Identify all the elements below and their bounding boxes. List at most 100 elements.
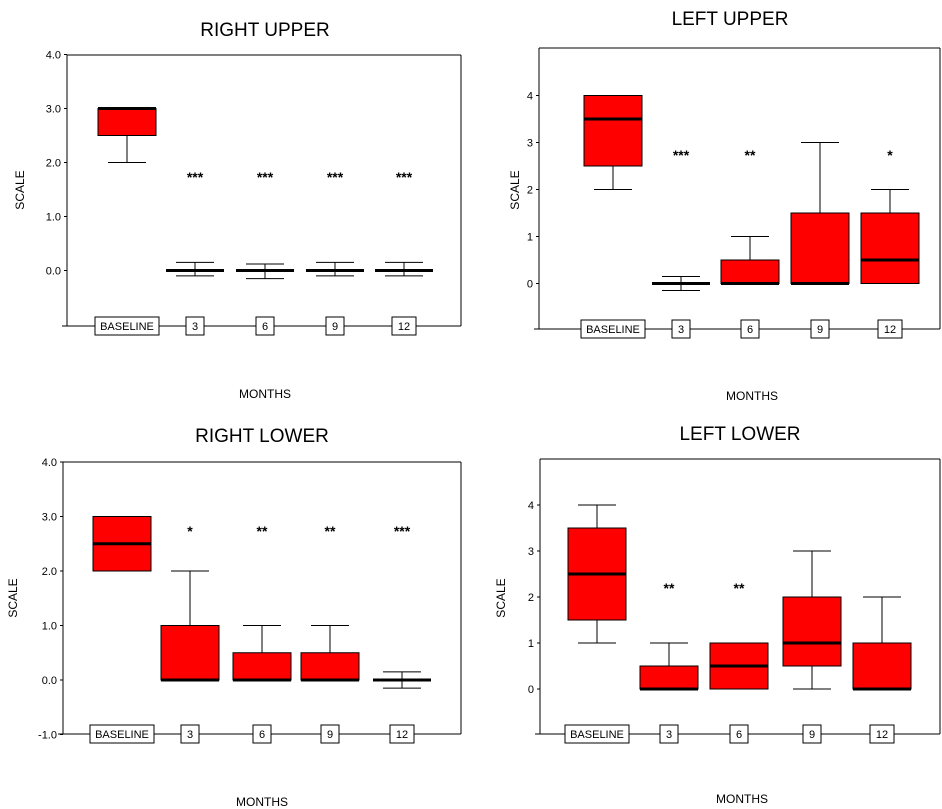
- significance-mark: *: [887, 147, 893, 163]
- category-label-box: [729, 724, 749, 744]
- box-iqr: [790, 212, 850, 284]
- category-label: 3: [187, 729, 193, 741]
- significance-mark: ***: [187, 169, 204, 185]
- category-label: 3: [192, 321, 198, 333]
- category-label: 6: [747, 324, 753, 336]
- category-label-box: [185, 316, 205, 336]
- significance-mark: **: [664, 580, 675, 596]
- category-label: BASELINE: [570, 729, 624, 741]
- y-tick-label: 4.0: [46, 50, 61, 62]
- category-label-box: [94, 316, 160, 336]
- y-axis-label: SCALE: [13, 170, 27, 209]
- y-axis-label: SCALE: [508, 170, 522, 209]
- box-iqr: [232, 652, 292, 681]
- significance-mark: **: [734, 580, 745, 596]
- significance-mark: ***: [394, 523, 411, 539]
- box-iqr: [160, 625, 220, 681]
- category-label: BASELINE: [586, 324, 640, 336]
- category-label: 3: [678, 324, 684, 336]
- category-label-box: [391, 316, 417, 336]
- category-label: 9: [332, 321, 338, 333]
- category-label: BASELINE: [95, 729, 149, 741]
- box-iqr: [852, 642, 912, 690]
- y-tick-label: 4.0: [42, 457, 57, 469]
- y-tick-label: 3: [528, 546, 534, 558]
- category-label-box: [659, 724, 679, 744]
- y-tick-label: 3.0: [46, 104, 61, 116]
- y-tick-label: 0.0: [46, 266, 61, 278]
- chart-panel-3: LEFT LOWER SCALE MONTHS 0 12 3 4 BASELINE ** 3 ** 6…: [494, 424, 941, 806]
- box-iqr: [300, 652, 360, 681]
- y-tick-label: 3.0: [42, 512, 57, 524]
- y-tick-label: 1.0: [46, 212, 61, 224]
- category-label-box: [671, 319, 691, 339]
- category-label: 9: [817, 324, 823, 336]
- significance-mark: ***: [257, 169, 274, 185]
- category-label: 9: [327, 729, 333, 741]
- y-tick-label: 1.0: [42, 621, 57, 633]
- y-tick-label: 4: [527, 91, 533, 103]
- significance-mark: *: [187, 523, 193, 539]
- y-tick-label: 2.0: [42, 566, 57, 578]
- category-label-box: [180, 724, 200, 744]
- y-tick-label: -1.0: [38, 730, 57, 742]
- category-label-box: [252, 724, 272, 744]
- category-label-box: [810, 319, 830, 339]
- category-label-box: [325, 316, 345, 336]
- box-iqr: [720, 259, 780, 284]
- category-label: 6: [259, 729, 265, 741]
- chart-title: RIGHT UPPER: [200, 20, 330, 41]
- category-label: 12: [876, 729, 888, 741]
- box-iqr: [583, 95, 643, 167]
- category-label-box: [869, 724, 895, 744]
- category-label-box: [255, 316, 275, 336]
- category-label-box: [320, 724, 340, 744]
- x-axis-label: MONTHS: [239, 387, 291, 401]
- significance-mark: **: [325, 523, 336, 539]
- box-iqr: [782, 596, 842, 667]
- category-label-box: [740, 319, 760, 339]
- chart-panel-2: RIGHT LOWER SCALE MONTHS -1.0 0.0 1.0 2.0 3.0 4.…: [6, 426, 462, 809]
- box-iqr: [97, 108, 157, 136]
- y-tick-label: 0: [527, 279, 533, 291]
- y-axis-label: SCALE: [6, 578, 20, 617]
- category-label: BASELINE: [100, 321, 154, 333]
- y-tick-label: 0.0: [42, 675, 57, 687]
- category-label: 12: [884, 324, 896, 336]
- significance-mark: **: [257, 523, 268, 539]
- y-tick-label: 3: [527, 138, 533, 150]
- y-tick-label: 0: [528, 684, 534, 696]
- chart-title: LEFT UPPER: [672, 9, 789, 30]
- significance-mark: **: [745, 147, 756, 163]
- x-axis-label: MONTHS: [716, 792, 768, 806]
- x-axis-label: MONTHS: [726, 389, 778, 403]
- category-label: 6: [262, 321, 268, 333]
- chart-title: RIGHT LOWER: [195, 426, 329, 447]
- category-label-box: [877, 319, 903, 339]
- category-label: 9: [809, 729, 815, 741]
- y-axis-label: SCALE: [494, 578, 508, 617]
- category-label: 12: [398, 321, 410, 333]
- chart-panel-1: LEFT UPPERSCALEMONTHS01234BASELINE***3**…: [508, 9, 941, 403]
- category-label: 3: [666, 729, 672, 741]
- category-label: 12: [396, 729, 408, 741]
- category-label-box: [389, 724, 415, 744]
- y-tick-label: 4: [528, 500, 534, 512]
- y-tick-label: 2.0: [46, 158, 61, 170]
- significance-mark: ***: [673, 147, 690, 163]
- category-label-box: [802, 724, 822, 744]
- x-axis-label: MONTHS: [236, 795, 288, 809]
- y-tick-label: 2: [528, 592, 534, 604]
- category-label-box: [564, 724, 630, 744]
- y-tick-label: 1: [527, 232, 533, 244]
- y-tick-label: 2: [527, 185, 533, 197]
- box-iqr: [639, 665, 699, 690]
- category-label-box: [89, 724, 155, 744]
- category-label: 6: [736, 729, 742, 741]
- significance-mark: ***: [327, 169, 344, 185]
- chart-title: LEFT LOWER: [679, 424, 800, 445]
- category-label-box: [580, 319, 646, 339]
- box-iqr: [860, 212, 920, 284]
- chart-panel-0: RIGHT UPPER SCALE MONTHS 0.0 1.0 2.0 3.0 4.0 BAS…: [13, 20, 462, 401]
